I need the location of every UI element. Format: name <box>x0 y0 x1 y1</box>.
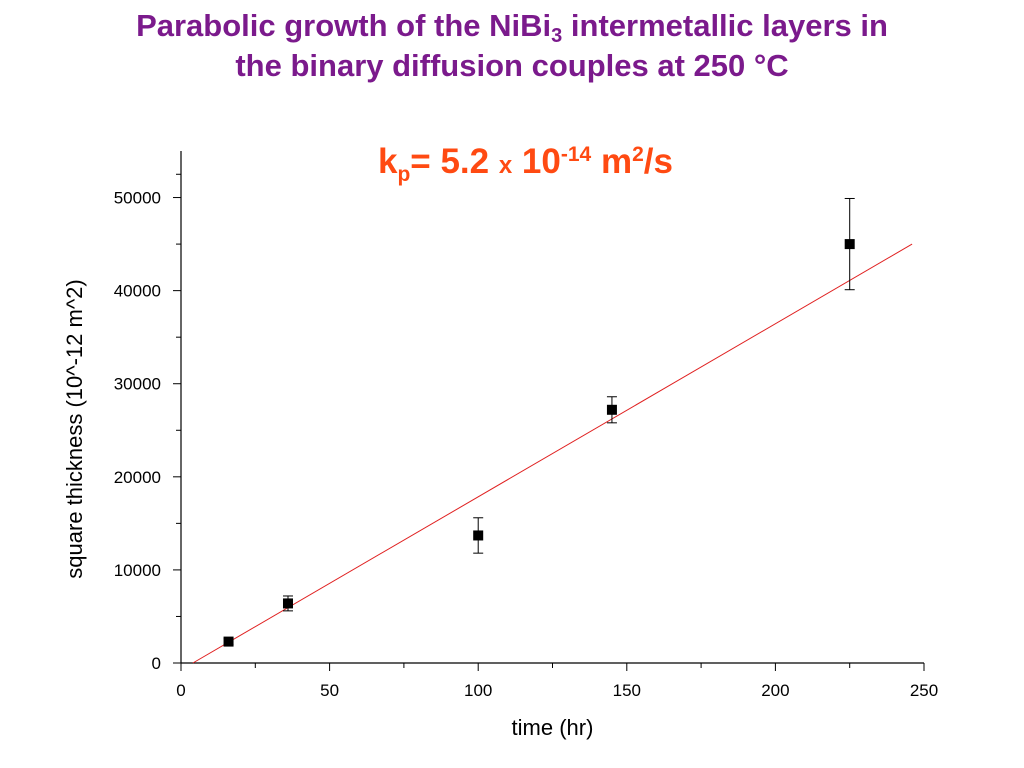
x-tick-label: 200 <box>761 681 789 700</box>
rate-constant-annotation: kp= 5.2 x 10-14 m2/s <box>378 142 673 186</box>
title-line1: Parabolic growth of the NiBi3 intermetal… <box>136 8 888 47</box>
x-tick-label: 0 <box>176 681 185 700</box>
linear-fit-line <box>192 243 913 664</box>
data-point <box>282 598 293 609</box>
x-tick-label: 50 <box>320 681 339 700</box>
fit-line-group <box>192 243 913 664</box>
x-tick-label: 150 <box>613 681 641 700</box>
chart-title: Parabolic growth of the NiBi3 intermetal… <box>0 6 1024 86</box>
axes: 0 50 100 150 200 250 0 10000 20000 30000 40000 5000… <box>114 151 938 700</box>
y-tick-label: 30000 <box>114 375 161 394</box>
data-point <box>473 530 484 541</box>
data-point <box>606 404 617 415</box>
data-points <box>223 197 855 647</box>
x-tick-label: 250 <box>910 681 938 700</box>
y-tick-label: 50000 <box>114 189 161 208</box>
data-point <box>223 636 234 647</box>
title-line2: the binary diffusion couples at 250 °C <box>235 48 789 83</box>
x-axis-title: time (hr) <box>512 715 594 740</box>
y-tick-label: 0 <box>152 654 161 673</box>
y-tick-label: 10000 <box>114 561 161 580</box>
y-tick-label: 20000 <box>114 468 161 487</box>
x-tick-label: 100 <box>464 681 492 700</box>
y-tick-label: 40000 <box>114 282 161 301</box>
y-axis-title: square thickness (10^-12 m^2) <box>62 279 87 578</box>
data-point <box>844 239 855 250</box>
